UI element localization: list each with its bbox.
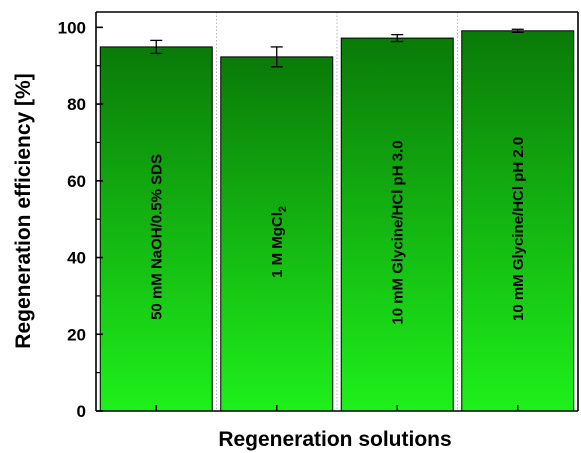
y-tick-label: 60 [67, 172, 86, 191]
y-tick-label: 20 [67, 325, 86, 344]
y-axis-title: Regeneration efficiency [%] [12, 73, 35, 348]
y-tick-label: 80 [67, 95, 86, 114]
bar-category-label: 10 mM Glycine/HCl pH 3.0 [389, 140, 406, 324]
bar-category-label: 1 M MgCl2 [268, 206, 289, 278]
bar-category-label: 10 mM Glycine/HCl pH 2.0 [509, 137, 526, 321]
bar [99, 46, 213, 412]
y-tick-label: 100 [58, 18, 86, 37]
bar [461, 30, 575, 412]
bar-category-label: 50 mM NaOH/0.5% SDS [148, 154, 165, 320]
x-axis-title: Regeneration solutions [218, 428, 451, 451]
y-tick-label: 40 [67, 249, 86, 268]
y-tick-label: 0 [77, 402, 86, 421]
bar [340, 37, 454, 412]
